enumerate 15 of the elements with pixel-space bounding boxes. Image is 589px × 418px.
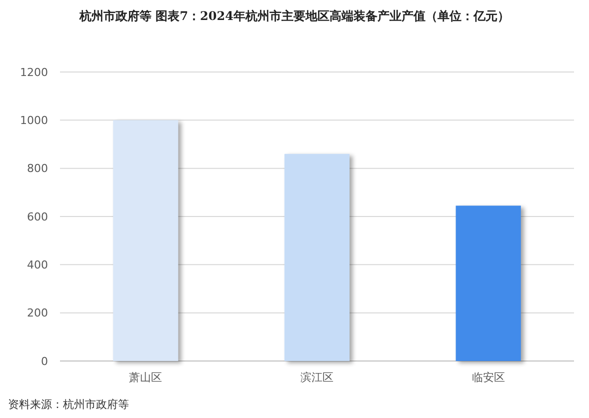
y-tick-label: 600 [27, 210, 48, 224]
y-tick-label: 1000 [20, 114, 48, 128]
x-tick-label: 临安区 [472, 371, 505, 384]
chart-title: 杭州市政府等 图表7：2024年杭州市主要地区高端装备产业产值（单位：亿元） [78, 9, 510, 23]
y-tick-label: 400 [27, 258, 48, 272]
bar [113, 120, 178, 361]
bar [456, 206, 521, 361]
bar [284, 154, 350, 361]
y-tick-label: 0 [41, 354, 48, 368]
y-tick-label: 1200 [20, 66, 48, 79]
y-tick-label: 200 [27, 306, 48, 320]
x-tick-label: 萧山区 [129, 371, 162, 384]
text: 资料来源：杭州市政府等 [8, 398, 129, 411]
x-tick-label: 滨江区 [300, 371, 334, 384]
y-tick-label: 800 [27, 162, 48, 176]
